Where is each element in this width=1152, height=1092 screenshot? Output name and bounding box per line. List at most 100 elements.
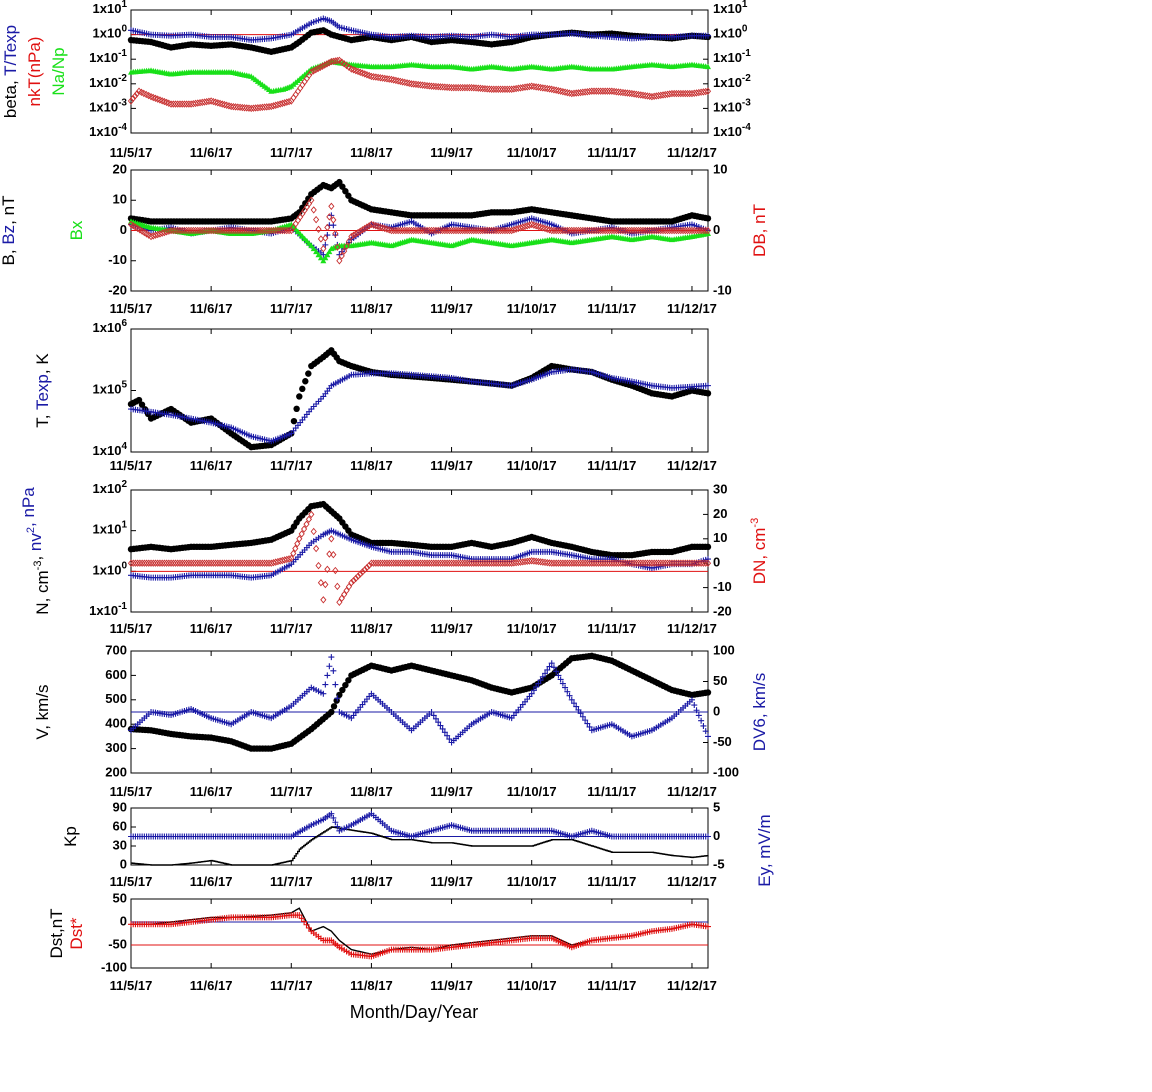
data-point xyxy=(317,579,325,587)
data-point xyxy=(441,83,448,91)
data-point xyxy=(370,73,377,81)
plot-frame xyxy=(130,328,709,453)
data-point xyxy=(698,717,705,724)
data-point xyxy=(704,390,712,397)
data-point xyxy=(320,257,327,264)
series-1 xyxy=(128,15,711,44)
data-point xyxy=(152,559,159,567)
data-point xyxy=(257,226,264,235)
data-point xyxy=(332,681,339,688)
data-point xyxy=(617,226,624,235)
data-point xyxy=(165,559,172,567)
data-point xyxy=(208,97,215,105)
data-point xyxy=(305,515,312,523)
data-point xyxy=(397,77,404,86)
data-point xyxy=(668,89,676,98)
data-point xyxy=(570,559,578,567)
data-point xyxy=(156,559,164,567)
data-point xyxy=(657,559,664,567)
x-tick-label: 11/9/17 xyxy=(430,145,473,160)
data-point xyxy=(646,92,653,101)
data-point xyxy=(439,559,446,567)
data-point xyxy=(234,103,241,111)
data-point xyxy=(403,79,411,87)
data-point xyxy=(236,559,244,567)
y-tick-label-right: 0 xyxy=(713,703,720,718)
data-point xyxy=(208,559,215,567)
data-point xyxy=(252,104,259,112)
data-point xyxy=(338,594,345,603)
y-tick-label-right: 0 xyxy=(713,222,720,237)
data-point xyxy=(455,83,462,92)
data-point xyxy=(705,733,711,740)
series-2 xyxy=(127,510,712,606)
data-point xyxy=(395,226,402,235)
data-point xyxy=(357,227,364,235)
data-point xyxy=(234,559,241,567)
data-point xyxy=(459,559,466,567)
x-tick-label: 11/5/17 xyxy=(110,458,153,473)
data-point xyxy=(167,226,175,235)
data-point xyxy=(521,557,529,566)
data-point xyxy=(190,226,197,235)
data-point xyxy=(302,378,309,385)
data-point xyxy=(129,94,137,103)
data-point xyxy=(579,88,586,96)
y-tick-label: 1x105 xyxy=(93,379,128,397)
data-point xyxy=(452,559,460,567)
x-tick-label: 11/8/17 xyxy=(350,458,393,473)
data-point xyxy=(479,226,486,235)
data-point xyxy=(410,559,417,567)
series-line xyxy=(131,907,709,955)
data-point xyxy=(279,226,286,235)
data-point xyxy=(241,559,248,567)
data-point xyxy=(698,88,705,96)
data-point xyxy=(624,226,631,235)
data-point xyxy=(461,83,468,92)
data-point xyxy=(426,82,433,90)
data-point xyxy=(317,235,325,243)
x-tick-label: 11/10/17 xyxy=(507,145,557,160)
data-point xyxy=(492,559,500,567)
data-point xyxy=(259,103,266,112)
data-point xyxy=(236,103,244,112)
data-point xyxy=(415,226,422,235)
data-point xyxy=(361,566,368,574)
data-point xyxy=(617,559,624,567)
data-point xyxy=(395,77,402,85)
data-point xyxy=(230,102,237,111)
data-point xyxy=(261,226,268,235)
data-point xyxy=(548,226,555,235)
x-tick-label: 11/12/17 xyxy=(667,621,717,636)
y-tick-label-right: -20 xyxy=(713,603,732,618)
data-point xyxy=(517,558,524,566)
data-point xyxy=(499,85,506,93)
data-point xyxy=(342,681,349,689)
data-point xyxy=(622,226,629,235)
data-point xyxy=(613,88,620,96)
data-point xyxy=(695,88,702,97)
data-point xyxy=(584,226,591,235)
series-1 xyxy=(128,810,711,840)
data-point xyxy=(573,226,580,235)
data-point xyxy=(363,563,371,572)
data-point xyxy=(566,226,573,235)
data-point xyxy=(341,590,348,599)
data-point xyxy=(130,559,137,567)
data-point xyxy=(259,226,266,235)
data-point xyxy=(299,204,306,212)
data-point xyxy=(461,559,468,567)
data-point xyxy=(597,559,604,567)
y-axis-label-right: DB, nT xyxy=(750,204,769,257)
data-point xyxy=(214,99,221,107)
data-point xyxy=(466,83,473,92)
data-point xyxy=(613,226,620,235)
data-point xyxy=(147,559,155,567)
y-tick-label-right: 0 xyxy=(713,555,720,570)
y-tick-label: 1x101 xyxy=(93,0,128,16)
data-point xyxy=(599,87,607,95)
data-point xyxy=(308,196,315,204)
data-point xyxy=(528,82,535,90)
data-point xyxy=(673,559,680,567)
data-point xyxy=(192,226,199,235)
